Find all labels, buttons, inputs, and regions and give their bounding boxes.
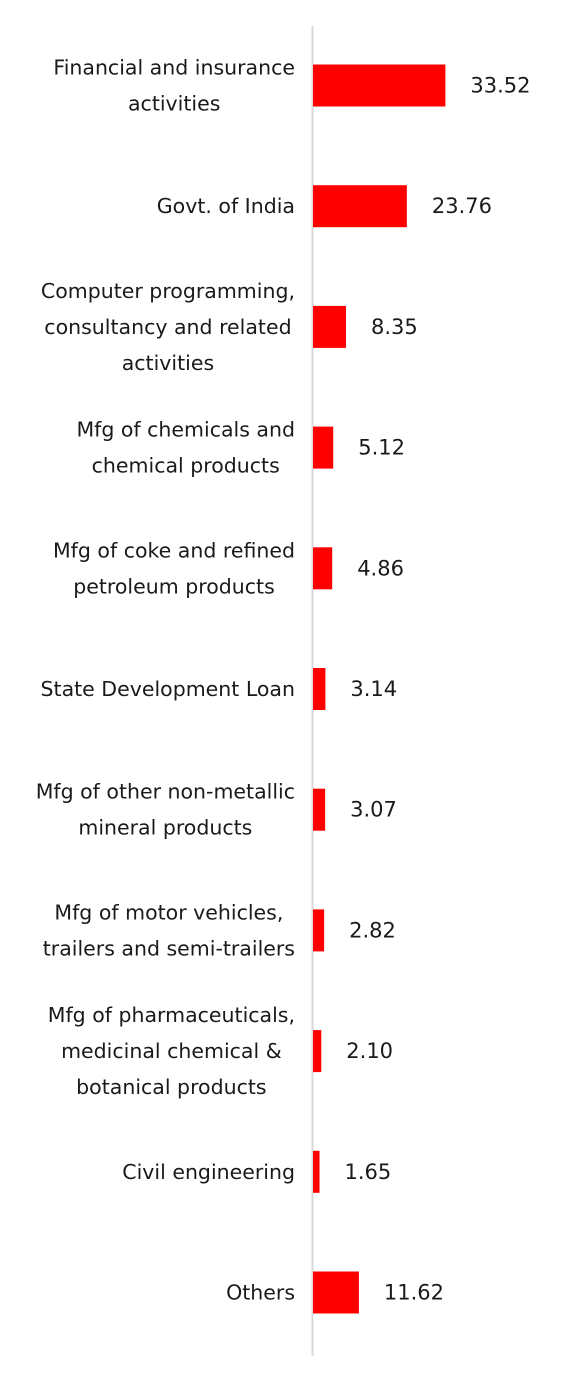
category-label-line: Mfg of coke and refined — [53, 538, 295, 562]
bars-group — [313, 64, 446, 1314]
bar-4 — [313, 426, 334, 469]
category-label-5: Mfg of coke and refined petroleum product… — [53, 538, 295, 598]
category-label-line: Mfg of pharmaceuticals, — [48, 1003, 295, 1027]
category-label-11: Others — [226, 1281, 295, 1305]
value-label-9: 2.10 — [346, 1039, 393, 1063]
category-label-8: Mfg of motor vehicles, trailers and semi-… — [43, 900, 295, 960]
category-label-4: Mfg of chemicals and chemical products — [76, 418, 295, 478]
category-label-2: Govt. of India — [157, 194, 295, 218]
category-label-10: Civil engineering — [122, 1160, 295, 1184]
category-label-line: mineral products — [78, 816, 252, 840]
category-label-line: Mfg of other non-metallic — [36, 780, 295, 804]
category-labels-group: Financial and insurance activities Govt. o… — [36, 56, 295, 1305]
value-label-5: 4.86 — [357, 556, 404, 580]
category-label-line: Mfg of chemicals and — [76, 418, 295, 442]
bar-10 — [313, 1150, 320, 1193]
bar-5 — [313, 547, 333, 590]
value-label-11: 11.62 — [384, 1281, 444, 1305]
value-label-2: 23.76 — [432, 194, 492, 218]
category-label-line: trailers and semi-trailers — [43, 936, 295, 960]
value-label-4: 5.12 — [358, 436, 405, 460]
category-label-line: medicinal chemical & — [61, 1039, 282, 1063]
category-label-line: Computer programming, — [41, 279, 295, 303]
value-label-1: 33.52 — [470, 74, 530, 98]
bar-2 — [313, 185, 407, 228]
bar-1 — [313, 64, 446, 107]
category-label-line: activities — [122, 351, 214, 375]
category-label-line: chemical products — [92, 454, 280, 478]
category-label-9: Mfg of pharmaceuticals, medicinal chemica… — [48, 1003, 295, 1099]
bar-3 — [313, 305, 346, 348]
category-label-line: activities — [128, 92, 220, 116]
value-label-7: 3.07 — [350, 798, 397, 822]
value-label-3: 8.35 — [371, 315, 418, 339]
value-label-6: 3.14 — [350, 677, 397, 701]
category-label-6: State Development Loan — [41, 677, 295, 701]
category-label-line: Civil engineering — [122, 1160, 295, 1184]
category-label-line: Others — [226, 1281, 295, 1305]
bar-6 — [313, 668, 326, 710]
value-labels-group: 33.52 23.76 8.35 5.12 4.86 3.14 3.07 2.82 2.10 1.… — [345, 74, 531, 1305]
category-label-7: Mfg of other non-metallic mineral product… — [36, 780, 295, 840]
category-label-line: consultancy and related — [44, 315, 291, 339]
bar-7 — [313, 788, 326, 831]
category-label-line: State Development Loan — [41, 677, 295, 701]
value-label-8: 2.82 — [349, 918, 396, 942]
bar-11 — [313, 1271, 359, 1314]
category-label-1: Financial and insurance activities — [53, 56, 295, 116]
bar-9 — [313, 1030, 322, 1073]
bar-8 — [313, 909, 325, 952]
category-label-line: Financial and insurance — [53, 56, 295, 80]
value-label-10: 1.65 — [345, 1160, 392, 1184]
category-label-line: Govt. of India — [157, 194, 295, 218]
category-label-line: Mfg of motor vehicles, — [54, 900, 283, 924]
category-label-line: botanical products — [76, 1075, 266, 1099]
category-label-3: Computer programming, consultancy and rel… — [41, 279, 295, 375]
category-label-line: petroleum products — [73, 574, 275, 598]
